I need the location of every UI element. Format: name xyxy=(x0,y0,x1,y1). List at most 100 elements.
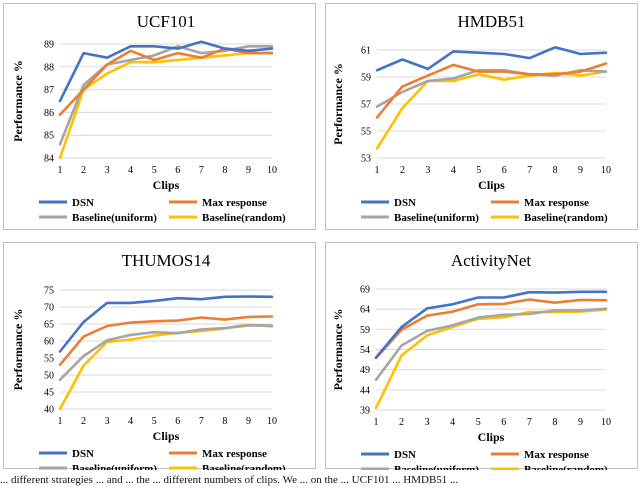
thumos14-frame xyxy=(3,242,316,469)
hmdb51-title: HMDB51 xyxy=(457,12,525,31)
hmdb51-x-axis-label: Clips xyxy=(478,178,505,192)
hmdb51-legend-label-baseline-uniform: Baseline(uniform) xyxy=(394,212,479,224)
thumos14-y-tick-label: 55 xyxy=(44,354,54,365)
activitynet-x-tick-label: 10 xyxy=(601,417,611,428)
ucf101-series-baseline-random xyxy=(58,51,274,160)
thumos14-x-axis-label: Clips xyxy=(153,429,180,443)
ucf101-y-tick-label: 87 xyxy=(44,85,54,96)
hmdb51-x-tick-label: 5 xyxy=(476,165,481,176)
thumos14-legend-label-baseline-uniform: Baseline(uniform) xyxy=(72,463,157,470)
hmdb51-x-tick-label: 7 xyxy=(527,165,532,176)
thumos14-series-max-response xyxy=(58,315,274,367)
ucf101-title: UCF101 xyxy=(137,12,196,31)
hmdb51-series-dsn xyxy=(375,45,608,72)
chart-hmdb51-svg: HMDB51 53 55 57 59 61 1 2 3 4 5 6 7 8 9 10 Clips Performa… xyxy=(325,3,638,230)
activitynet-x-tick-label: 5 xyxy=(476,417,481,428)
thumos14-y-tick-label: 75 xyxy=(44,286,54,297)
activitynet-y-tick-label: 49 xyxy=(360,365,370,376)
activitynet-series-max-response xyxy=(374,298,608,360)
activitynet-y-tick-label: 69 xyxy=(360,285,370,296)
chart-activitynet-svg: ActivityNet 39 44 49 54 59 64 69 1 2 3 4 5 6 7 8 9 10 Clip… xyxy=(325,242,638,470)
thumos14-y-tick-label: 40 xyxy=(44,405,54,416)
activitynet-y-axis-label: Performance % xyxy=(331,309,345,391)
thumos14-x-tick-label: 2 xyxy=(81,416,86,427)
ucf101-x-tick-label: 10 xyxy=(267,165,277,176)
thumos14-x-tick-label: 1 xyxy=(58,416,63,427)
thumos14-y-axis-label: Performance % xyxy=(11,309,25,391)
ucf101-x-axis-label: Clips xyxy=(153,178,180,192)
activitynet-x-tick-label: 7 xyxy=(527,417,532,428)
hmdb51-frame xyxy=(325,3,638,230)
ucf101-x-tick-label: 6 xyxy=(175,165,180,176)
ucf101-x-tick-label: 2 xyxy=(81,165,86,176)
thumos14-y-tick-label: 60 xyxy=(44,337,54,348)
hmdb51-x-tick-label: 4 xyxy=(451,165,456,176)
hmdb51-y-axis-label: Performance % xyxy=(331,63,345,145)
chart-thumos14: THUMOS14 40 45 50 55 60 65 70 75 1 2 3 4 5 6 7 8 9 10 Clips… xyxy=(0,238,320,470)
activitynet-x-tick-label: 4 xyxy=(450,417,455,428)
ucf101-legend-label-max-response: Max response xyxy=(202,197,267,209)
activitynet-y-tick-label: 64 xyxy=(360,305,370,316)
activitynet-x-tick-label: 3 xyxy=(425,417,430,428)
thumos14-y-tick-label: 45 xyxy=(44,388,54,399)
activitynet-legend-label-baseline-random: Baseline(random) xyxy=(524,464,608,470)
ucf101-y-tick-label: 89 xyxy=(44,40,54,51)
hmdb51-x-tick-label: 3 xyxy=(425,165,430,176)
ucf101-x-tick-label: 7 xyxy=(199,165,204,176)
hmdb51-series-baseline-random xyxy=(375,70,608,150)
activitynet-title: ActivityNet xyxy=(451,251,532,270)
chart-ucf101: UCF101 84 85 86 87 88 89 1 2 3 4 5 6 7 8 9 10 Clips Perfor… xyxy=(0,0,320,232)
thumos14-x-tick-label: 7 xyxy=(199,416,204,427)
hmdb51-x-tick-label: 6 xyxy=(502,165,507,176)
thumos14-legend-label-dsn: DSN xyxy=(72,448,94,460)
ucf101-x-tick-label: 3 xyxy=(105,165,110,176)
activitynet-series-dsn xyxy=(374,290,608,359)
thumos14-y-tick-label: 65 xyxy=(44,320,54,331)
hmdb51-y-tick-label: 57 xyxy=(361,100,371,111)
ucf101-y-tick-label: 84 xyxy=(44,154,54,165)
thumos14-x-tick-label: 6 xyxy=(175,416,180,427)
thumos14-title: THUMOS14 xyxy=(122,251,211,270)
ucf101-x-tick-label: 4 xyxy=(128,165,133,176)
activitynet-x-tick-label: 9 xyxy=(578,417,583,428)
activitynet-x-tick-label: 8 xyxy=(552,417,557,428)
thumos14-legend-label-max-response: Max response xyxy=(202,448,267,460)
activitynet-x-tick-label: 6 xyxy=(501,417,506,428)
activitynet-series-baseline-random xyxy=(374,308,608,410)
hmdb51-legend-label-max-response: Max response xyxy=(524,197,589,209)
ucf101-y-tick-label: 86 xyxy=(44,108,54,119)
activitynet-y-tick-label: 59 xyxy=(360,325,370,336)
hmdb51-x-tick-label: 2 xyxy=(400,165,405,176)
hmdb51-x-tick-label: 1 xyxy=(375,165,380,176)
thumos14-x-tick-label: 8 xyxy=(222,416,227,427)
hmdb51-y-tick-label: 53 xyxy=(361,154,371,165)
activitynet-y-tick-label: 44 xyxy=(360,385,370,396)
ucf101-x-tick-label: 1 xyxy=(58,165,63,176)
thumos14-legend-label-baseline-random: Baseline(random) xyxy=(202,463,286,470)
activitynet-legend-label-max-response: Max response xyxy=(524,449,589,461)
ucf101-x-tick-label: 8 xyxy=(222,165,227,176)
chart-activitynet: ActivityNet 39 44 49 54 59 64 69 1 2 3 4 5 6 7 8 9 10 Clip… xyxy=(320,238,640,470)
activitynet-y-tick-label: 39 xyxy=(360,406,370,417)
hmdb51-x-tick-label: 10 xyxy=(601,165,611,176)
thumos14-x-tick-label: 9 xyxy=(246,416,251,427)
activitynet-legend-label-baseline-uniform: Baseline(uniform) xyxy=(394,464,479,470)
thumos14-series-baseline-uniform xyxy=(58,324,274,382)
hmdb51-y-tick-label: 55 xyxy=(361,127,371,138)
thumos14-series-dsn xyxy=(58,295,274,353)
activitynet-x-axis-label: Clips xyxy=(478,430,505,444)
ucf101-y-axis-label: Performance % xyxy=(11,60,25,142)
ucf101-legend-label-baseline-random: Baseline(random) xyxy=(202,212,286,224)
ucf101-series-dsn xyxy=(58,40,274,103)
chart-hmdb51: HMDB51 53 55 57 59 61 1 2 3 4 5 6 7 8 9 10 Clips Performa… xyxy=(320,0,640,232)
ucf101-frame xyxy=(3,3,316,230)
activitynet-series-baseline-uniform xyxy=(374,307,608,382)
activitynet-x-tick-label: 1 xyxy=(374,417,379,428)
ucf101-x-tick-label: 9 xyxy=(246,165,251,176)
hmdb51-x-tick-label: 8 xyxy=(553,165,558,176)
thumos14-x-tick-label: 5 xyxy=(152,416,157,427)
ucf101-legend-label-baseline-uniform: Baseline(uniform) xyxy=(72,212,157,224)
hmdb51-y-tick-label: 61 xyxy=(361,46,371,57)
